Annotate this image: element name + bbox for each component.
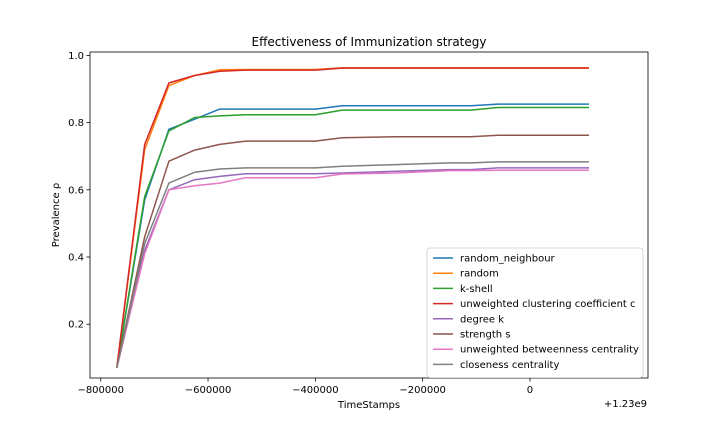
series-line-unweighted-clustering-coefficient-c [116,67,589,368]
x-tick-label: −400000 [292,385,339,396]
x-tick-label: −200000 [399,385,446,396]
x-axis-label: TimeStamps [337,400,400,411]
legend-label-random: random [460,269,499,280]
series-line-strength-s [116,134,589,369]
chart-title: Effectiveness of Immunization strategy [251,35,486,49]
legend-label-unweighted-clustering-coefficient-c: unweighted clustering coefficient c [460,299,636,310]
series-line-k-shell [116,106,589,369]
y-tick-label: 1.0 [68,51,84,62]
y-axis-label: Prevalence ρ [51,183,62,247]
series-line-closeness-centrality [116,161,589,369]
series-line-degree-k [116,167,589,369]
x-axis: −800000 −600000 −400000 −200000 0 [77,378,533,396]
series-line-unweighted-betweenness-centrality [116,169,589,369]
x-axis-offset-label: +1.23e9 [604,399,647,410]
series-line-random-neighbour [116,103,589,369]
legend-label-closeness-centrality: closeness centrality [460,360,559,371]
y-tick-label: 0.6 [68,185,84,196]
x-tick-label: −600000 [185,385,232,396]
x-tick-label: 0 [527,385,533,396]
legend-label-unweighted-betweenness-centrality: unweighted betweenness centrality [460,345,639,356]
y-tick-label: 0.8 [68,118,84,129]
axes-frame [89,51,649,379]
y-tick-label: 0.2 [68,320,84,331]
legend-label-strength-s: strength s [460,330,511,341]
legend-box [426,247,644,379]
x-tick-label: −800000 [77,385,124,396]
legend-label-k-shell: k-shell [460,284,493,295]
legend-label-degree-k: degree k [460,314,504,325]
plot-area [116,67,589,369]
legend-label-random-neighbour: random_neighbour [460,254,556,265]
y-tick-label: 0.4 [68,253,84,264]
y-axis: 0.2 0.4 0.6 0.8 1.0 [68,51,90,331]
